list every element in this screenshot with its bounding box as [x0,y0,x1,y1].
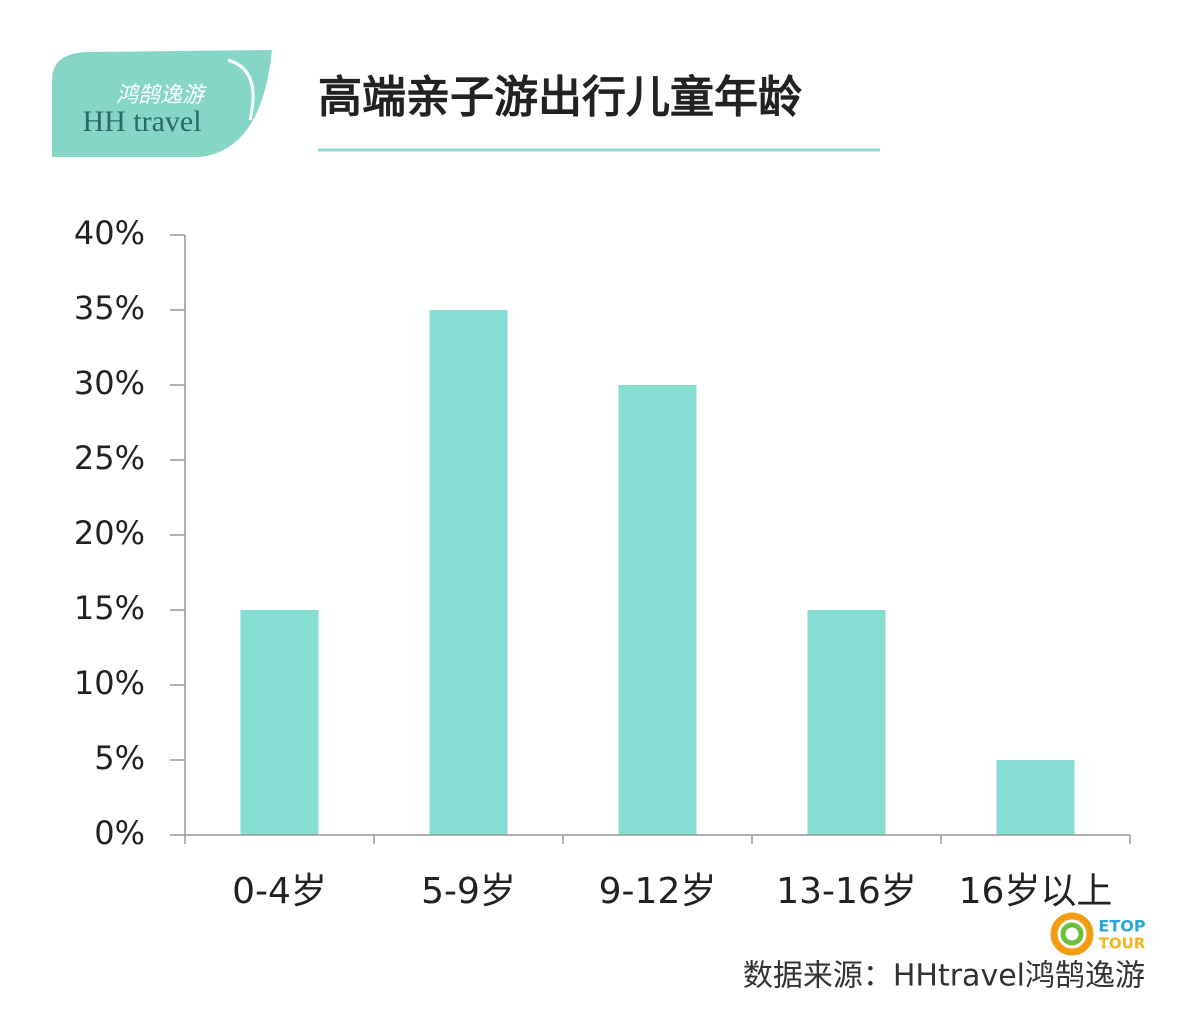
bar [240,610,319,835]
y-tick-label: 5% [94,739,145,777]
x-tick-label: 5-9岁 [421,871,516,912]
x-tick-label: 9-12岁 [599,871,717,912]
bar [618,385,697,835]
source-note: 数据来源：HHtravel鸿鹄逸游 [743,959,1145,994]
y-tick-label: 20% [74,514,145,552]
y-tick-label: 25% [74,439,145,477]
bar [429,310,508,835]
x-tick-label: 0-4岁 [232,871,327,912]
etop-bottom: TOUR [1099,935,1146,953]
x-tick-label: 16岁以上 [959,871,1113,912]
y-tick-label: 30% [74,364,145,402]
y-tick-label: 10% [74,664,145,702]
logo-chinese: 鸿鹄逸游 [116,83,208,108]
bar [807,610,886,835]
hh-logo: 鸿鹄逸游 HH travel [52,50,272,157]
etop-swirl [1050,912,1094,956]
etop-top: ETOP [1098,917,1145,936]
y-tick-label: 35% [74,289,145,327]
chart-title: 高端亲子游出行儿童年龄 [318,72,802,123]
x-tick-label: 13-16岁 [776,871,917,912]
logo-english: HH travel [82,105,201,138]
y-tick-label: 15% [74,589,145,627]
logo-swoosh [227,58,255,121]
y-tick-label: 40% [74,214,145,252]
etop-logo: ETOP TOUR [1050,912,1146,956]
bar [996,760,1075,835]
etop-swirl-inner [1060,922,1084,946]
y-tick-label: 0% [94,814,145,852]
logo-shape [52,50,272,157]
